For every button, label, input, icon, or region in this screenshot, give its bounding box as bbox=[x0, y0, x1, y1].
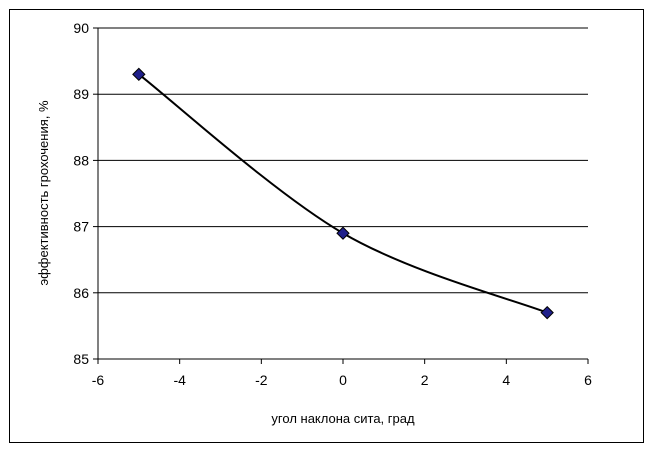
chart-border bbox=[9, 9, 644, 443]
x-tick-label: 2 bbox=[421, 372, 429, 388]
y-tick-label: 89 bbox=[73, 86, 89, 102]
x-tick-label: -6 bbox=[92, 372, 105, 388]
x-tick-label: -4 bbox=[173, 372, 186, 388]
data-point-marker bbox=[540, 305, 554, 320]
y-tick-label: 88 bbox=[73, 152, 89, 168]
x-tick-label: -2 bbox=[255, 372, 268, 388]
x-tick-label: 0 bbox=[339, 372, 347, 388]
data-point-marker bbox=[336, 226, 350, 240]
y-tick-label: 86 bbox=[73, 285, 89, 301]
y-tick-label: 85 bbox=[73, 351, 89, 367]
x-tick-label: 4 bbox=[502, 372, 510, 388]
y-tick-label: 87 bbox=[73, 219, 89, 235]
y-tick-label: 90 bbox=[73, 20, 89, 36]
y-axis-title: эффективность грохочения, % bbox=[36, 100, 51, 286]
x-tick-label: 6 bbox=[584, 372, 592, 388]
x-axis-title: угол наклона сита, град bbox=[271, 411, 415, 426]
data-point-marker bbox=[132, 67, 146, 82]
